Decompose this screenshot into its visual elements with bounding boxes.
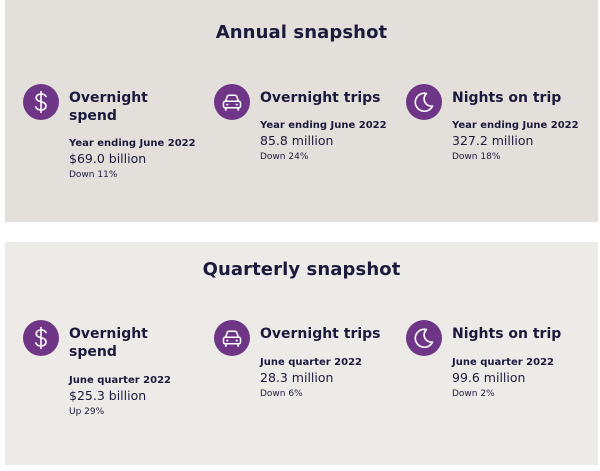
stat-value: 85.8 million [260, 133, 334, 148]
moon-icon [406, 84, 442, 120]
stat-title: Nights on trip [452, 90, 562, 106]
stat-period: June quarter 2022 [260, 357, 362, 368]
stat-value: $25.3 billion [69, 388, 147, 403]
dollar-icon [23, 84, 59, 120]
stat-value: 327.2 million [452, 133, 534, 148]
car-icon [214, 320, 250, 356]
annual-snapshot-title: Annual snapshot [215, 22, 388, 43]
stat-details: June quarter 2022 28.3 million Down 6% [260, 357, 362, 399]
stat-change: Down 24% [260, 152, 309, 162]
stat-period: Year ending June 2022 [69, 138, 196, 149]
dollar-icon [23, 320, 59, 356]
stat-value: 99.6 million [452, 370, 526, 385]
stat-title: Overnight spend [69, 326, 148, 360]
quarterly-snapshot-title: Quarterly snapshot [202, 259, 401, 280]
stat-change: Down 6% [260, 389, 303, 399]
stat-title: Overnight spend [69, 90, 148, 124]
quarterly-snapshot-panel: Quarterly snapshot Overnight spend June … [5, 242, 598, 465]
stat-details: Year ending June 2022 $69.0 billion Down… [69, 138, 196, 180]
stat-value: 28.3 million [260, 370, 334, 385]
stat-details: June quarter 2022 99.6 million Down 2% [452, 357, 554, 399]
stat-value: $69.0 billion [69, 151, 147, 166]
stat-period: Year ending June 2022 [452, 120, 579, 131]
moon-icon [406, 320, 442, 356]
stat-details: Year ending June 2022 85.8 million Down … [260, 120, 387, 162]
annual-snapshot-panel: Annual snapshot Overnight spend Year end… [5, 0, 598, 222]
stat-title: Overnight trips [260, 326, 381, 342]
car-icon [214, 84, 250, 120]
stat-change: Up 29% [69, 407, 105, 417]
stat-change: Down 11% [69, 170, 118, 180]
stat-details: June quarter 2022 $25.3 billion Up 29% [69, 375, 171, 417]
stat-period: Year ending June 2022 [260, 120, 387, 131]
stat-title: Overnight trips [260, 90, 381, 106]
stat-change: Down 18% [452, 152, 501, 162]
stat-title: Nights on trip [452, 326, 562, 342]
stat-period: June quarter 2022 [69, 375, 171, 386]
stat-details: Year ending June 2022 327.2 million Down… [452, 120, 579, 162]
stat-change: Down 2% [452, 389, 495, 399]
stat-period: June quarter 2022 [452, 357, 554, 368]
